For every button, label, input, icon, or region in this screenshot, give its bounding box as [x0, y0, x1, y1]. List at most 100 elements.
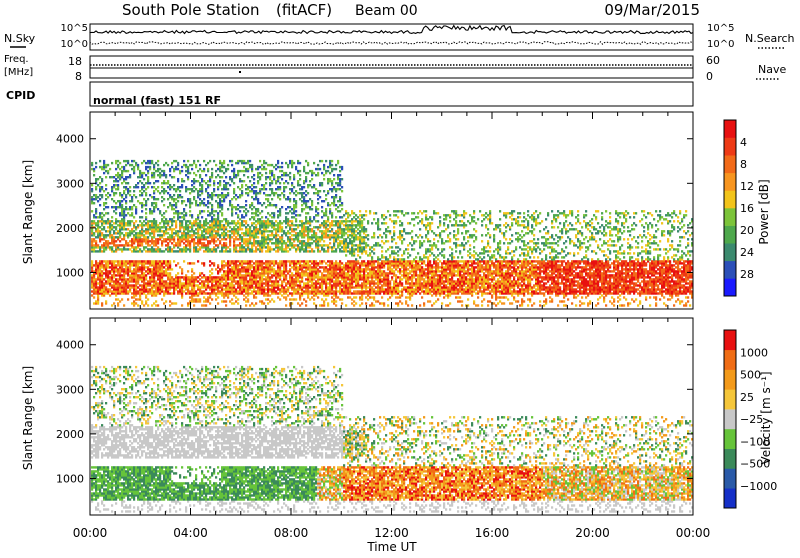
range-gate-cell — [269, 288, 271, 290]
range-gate-cell — [229, 248, 231, 250]
range-gate-cell — [215, 240, 217, 242]
range-gate-cell — [225, 300, 227, 302]
range-gate-cell — [357, 260, 359, 262]
range-gate-cell — [161, 234, 163, 236]
range-gate-cell — [217, 264, 219, 266]
range-gate-cell — [349, 220, 351, 222]
range-gate-cell — [283, 230, 285, 232]
range-gate-cell — [107, 230, 109, 232]
range-gate-cell — [199, 188, 201, 190]
range-gate-cell — [91, 238, 93, 240]
range-gate-cell — [99, 166, 101, 168]
range-gate-cell — [267, 198, 269, 200]
range-gate-cell — [149, 182, 151, 184]
range-gate-cell — [329, 208, 331, 210]
range-gate-cell — [325, 266, 327, 268]
range-gate-cell — [317, 296, 319, 298]
range-gate-cell — [113, 260, 115, 262]
range-gate-cell — [107, 280, 109, 282]
range-gate-cell — [359, 290, 361, 292]
range-gate-cell — [125, 280, 127, 282]
range-gate-cell — [295, 298, 297, 300]
range-gate-cell — [117, 260, 119, 262]
range-gate-cell — [301, 302, 303, 304]
range-gate-cell — [111, 290, 113, 292]
range-gate-cell — [257, 210, 259, 212]
range-gate-cell — [281, 226, 283, 228]
range-gate-cell — [231, 198, 233, 200]
range-gate-cell — [95, 216, 97, 218]
range-gate-cell — [115, 240, 117, 242]
range-gate-cell — [325, 274, 327, 276]
range-gate-cell — [331, 220, 333, 222]
range-gate-cell — [151, 186, 153, 188]
range-gate-cell — [95, 228, 97, 230]
range-gate-cell — [195, 218, 197, 220]
range-gate-cell — [311, 280, 313, 282]
range-gate-cell — [331, 160, 333, 162]
range-gate-cell — [311, 208, 313, 210]
range-gate-cell — [241, 190, 243, 192]
range-gate-cell — [105, 286, 107, 288]
range-gate-cell — [295, 260, 297, 262]
range-gate-cell — [225, 182, 227, 184]
range-gate-cell — [297, 244, 299, 246]
range-gate-cell — [335, 188, 337, 190]
range-gate-cell — [107, 240, 109, 242]
range-gate-cell — [237, 208, 239, 210]
range-gate-cell — [293, 244, 295, 246]
range-gate-cell — [129, 220, 131, 222]
range-gate-cell — [193, 276, 195, 278]
range-gate-cell — [95, 194, 97, 196]
range-gate-cell — [167, 206, 169, 208]
range-gate-cell — [175, 274, 177, 276]
range-gate-cell — [171, 276, 173, 278]
range-gate-cell — [171, 196, 173, 198]
range-gate-cell — [255, 168, 257, 170]
range-gate-cell — [115, 280, 117, 282]
range-gate-cell — [359, 210, 361, 212]
range-gate-cell — [195, 246, 197, 248]
range-gate-cell — [289, 188, 291, 190]
range-gate-cell — [327, 216, 329, 218]
range-gate-cell — [239, 170, 241, 172]
range-gate-cell — [163, 212, 165, 214]
range-gate-cell — [93, 198, 95, 200]
range-gate-cell — [99, 182, 101, 184]
range-gate-cell — [255, 190, 257, 192]
range-gate-cell — [167, 260, 169, 262]
range-gate-cell — [347, 244, 349, 246]
range-gate-cell — [131, 228, 133, 230]
range-gate-cell — [291, 292, 293, 294]
range-gate-cell — [239, 210, 241, 212]
range-gate-cell — [119, 168, 121, 170]
range-gate-cell — [127, 298, 129, 300]
range-gate-cell — [251, 164, 253, 166]
range-gate-cell — [317, 226, 319, 228]
range-gate-cell — [317, 280, 319, 282]
range-gate-cell — [153, 172, 155, 174]
range-gate-cell — [145, 266, 147, 268]
range-gate-cell — [195, 284, 197, 286]
range-gate-cell — [281, 174, 283, 176]
range-gate-cell — [319, 276, 321, 278]
range-gate-cell — [311, 296, 313, 298]
range-gate-cell — [309, 180, 311, 182]
range-gate-cell — [117, 174, 119, 176]
range-gate-cell — [175, 302, 177, 304]
range-gate-cell — [137, 232, 139, 234]
range-gate-cell — [275, 180, 277, 182]
range-gate-cell — [327, 268, 329, 270]
range-gate-cell — [205, 304, 207, 306]
range-gate-cell — [263, 266, 265, 268]
range-gate-cell — [261, 260, 263, 262]
range-gate-cell — [95, 244, 97, 246]
range-gate-cell — [155, 188, 157, 190]
range-gate-cell — [241, 160, 243, 162]
range-gate-cell — [279, 176, 281, 178]
range-gate-cell — [191, 164, 193, 166]
range-gate-cell — [239, 234, 241, 236]
range-gate-cell — [169, 202, 171, 204]
range-gate-cell — [351, 302, 353, 304]
range-gate-cell — [261, 220, 263, 222]
